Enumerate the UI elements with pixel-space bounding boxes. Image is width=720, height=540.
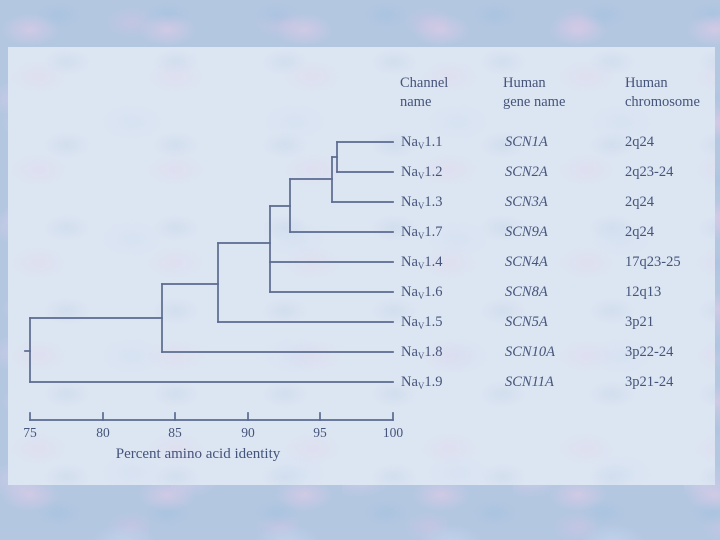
subscript-v: V [417,351,425,361]
subscript-v: V [417,261,425,271]
axis-tick-label: 95 [313,425,327,440]
gene-name: SCN5A [505,314,548,330]
chromosome-location: 17q23-25 [625,254,681,270]
channel-name: NaV1.6 [401,284,443,301]
gene-name: SCN1A [505,134,548,150]
chromosome-location: 3p22-24 [625,344,674,360]
header-line: chromosome [625,94,700,110]
axis-title: Percent amino acid identity [115,446,281,462]
slide-content-panel [8,47,715,485]
subscript-v: V [417,171,425,181]
gene-name: SCN4A [505,254,548,270]
chromosome-location: 2q24 [625,194,654,210]
header-line: Human [503,75,546,91]
header-line: Channel [400,75,449,91]
gene-name: SCN3A [505,194,548,210]
header-line: Human [625,75,668,91]
gene-name: SCN11A [505,374,554,390]
subscript-v: V [417,231,425,241]
axis-tick-label: 100 [382,425,404,440]
axis-tick-label: 80 [96,425,110,440]
column-header-gene: Human gene name [503,74,565,112]
header-line: name [400,94,432,110]
channel-name: NaV1.1 [401,134,443,151]
chromosome-location: 3p21-24 [625,374,674,390]
channel-name: NaV1.3 [401,194,443,211]
axis-tick-label: 90 [241,425,255,440]
gene-name: SCN9A [505,224,548,240]
channel-name: NaV1.8 [401,344,443,361]
gene-name: SCN8A [505,284,548,300]
subscript-v: V [417,321,425,331]
subscript-v: V [417,141,425,151]
subscript-v: V [417,201,425,211]
chromosome-location: 3p21 [625,314,654,330]
gene-name: SCN2A [505,164,548,180]
column-header-channel: Channel name [400,74,448,112]
chromosome-location: 2q23-24 [625,164,674,180]
channel-name: NaV1.2 [401,164,443,181]
chromosome-location: 2q24 [625,224,654,240]
axis-tick-label: 85 [168,425,182,440]
channel-name: NaV1.4 [401,254,443,271]
subscript-v: V [417,381,425,391]
channel-name: NaV1.5 [401,314,443,331]
subscript-v: V [417,291,425,301]
channel-name: NaV1.7 [401,224,443,241]
gene-name: SCN10A [505,344,555,360]
chromosome-location: 12q13 [625,284,662,300]
header-line: gene name [503,94,566,110]
channel-name: NaV1.9 [401,374,443,391]
axis-tick-label: 75 [23,425,37,440]
chromosome-location: 2q24 [625,134,654,150]
column-header-chromosome: Human chromosome [625,74,700,112]
